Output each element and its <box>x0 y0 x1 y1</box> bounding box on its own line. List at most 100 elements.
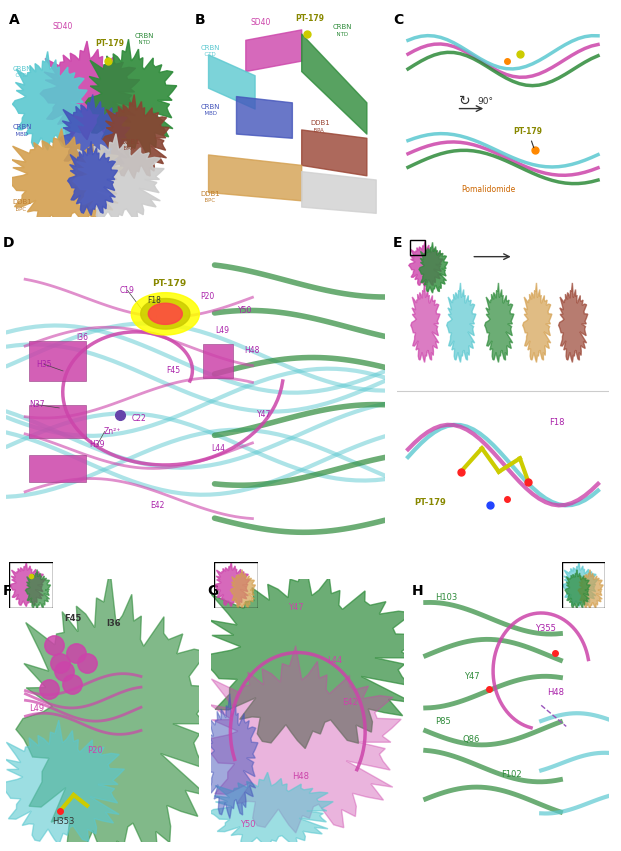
Text: H: H <box>412 584 424 598</box>
Text: CRBN: CRBN <box>12 124 32 130</box>
Text: D: D <box>2 237 14 250</box>
Text: H103: H103 <box>435 593 458 602</box>
Text: I36: I36 <box>76 333 88 342</box>
Text: I36: I36 <box>106 620 121 628</box>
Text: BPA: BPA <box>310 128 324 133</box>
Text: Q86: Q86 <box>462 735 479 745</box>
Text: H35: H35 <box>37 360 52 368</box>
Text: N37: N37 <box>29 400 44 409</box>
Text: ↻: ↻ <box>459 94 470 107</box>
Text: CTD: CTD <box>12 73 27 78</box>
Polygon shape <box>201 562 422 749</box>
Text: Y50: Y50 <box>238 306 252 315</box>
Polygon shape <box>419 243 448 293</box>
Text: NTD: NTD <box>135 40 150 45</box>
Text: CRBN: CRBN <box>201 104 220 110</box>
Polygon shape <box>563 563 597 607</box>
Text: F18: F18 <box>147 296 161 305</box>
Text: H48: H48 <box>547 688 564 697</box>
Text: SD40: SD40 <box>251 18 271 27</box>
Text: F45: F45 <box>64 614 81 623</box>
Text: Y355: Y355 <box>535 625 556 633</box>
Text: Y47: Y47 <box>256 410 271 420</box>
Text: Y47: Y47 <box>465 672 480 681</box>
Text: L44: L44 <box>211 443 225 453</box>
Polygon shape <box>202 646 401 833</box>
Polygon shape <box>485 283 514 363</box>
Text: E42: E42 <box>342 699 358 707</box>
Text: B: B <box>195 13 206 26</box>
Text: NTD: NTD <box>333 31 348 37</box>
FancyBboxPatch shape <box>203 344 233 378</box>
Text: H353: H353 <box>52 817 75 826</box>
Text: DDB1: DDB1 <box>310 120 330 126</box>
Text: C22: C22 <box>132 414 146 422</box>
Polygon shape <box>10 563 45 607</box>
FancyBboxPatch shape <box>29 455 86 482</box>
Text: A: A <box>9 13 20 26</box>
Text: PT-179: PT-179 <box>414 499 446 507</box>
Text: H39: H39 <box>89 441 105 449</box>
Text: Pomalidomide: Pomalidomide <box>461 185 515 194</box>
Text: BPC: BPC <box>201 198 215 203</box>
Text: Zn²⁺: Zn²⁺ <box>104 427 121 436</box>
Polygon shape <box>215 563 250 607</box>
Text: Y47: Y47 <box>288 603 304 613</box>
Text: L44: L44 <box>327 656 342 665</box>
Text: L49: L49 <box>29 704 45 712</box>
Text: E42: E42 <box>150 501 165 510</box>
Polygon shape <box>565 570 590 608</box>
Text: CRBN: CRBN <box>12 66 32 72</box>
Polygon shape <box>141 299 190 329</box>
Text: CRBN: CRBN <box>201 45 220 51</box>
Polygon shape <box>103 94 170 179</box>
Text: C: C <box>393 13 404 26</box>
Text: F18: F18 <box>550 418 565 426</box>
Text: F45: F45 <box>166 367 180 375</box>
Polygon shape <box>446 283 476 363</box>
Polygon shape <box>86 39 177 157</box>
Polygon shape <box>7 129 123 227</box>
Polygon shape <box>40 41 140 140</box>
Bar <box>410 240 425 255</box>
Polygon shape <box>523 283 552 363</box>
Text: L49: L49 <box>215 326 229 335</box>
Text: Y50: Y50 <box>240 820 255 829</box>
Polygon shape <box>578 570 603 608</box>
Polygon shape <box>409 242 443 287</box>
Polygon shape <box>16 569 215 851</box>
Text: 90°: 90° <box>478 97 494 106</box>
Text: MBD: MBD <box>12 132 29 137</box>
Text: F102: F102 <box>501 769 522 779</box>
Text: P20: P20 <box>87 745 102 755</box>
Polygon shape <box>209 772 333 847</box>
Text: CRBN: CRBN <box>333 25 352 31</box>
Text: DDB1: DDB1 <box>201 191 220 197</box>
Text: BPC: BPC <box>12 207 27 212</box>
Text: PT-179: PT-179 <box>296 14 325 23</box>
Polygon shape <box>68 141 117 215</box>
Text: DDB1: DDB1 <box>12 199 32 205</box>
FancyBboxPatch shape <box>29 404 86 438</box>
Polygon shape <box>205 694 258 819</box>
Polygon shape <box>73 134 164 222</box>
Polygon shape <box>12 51 87 150</box>
Polygon shape <box>131 293 199 335</box>
Polygon shape <box>148 303 183 324</box>
Text: E: E <box>393 237 402 250</box>
Text: H48: H48 <box>245 346 260 355</box>
Text: PT-179: PT-179 <box>514 127 543 148</box>
Polygon shape <box>411 283 440 363</box>
Text: CRBN: CRBN <box>135 32 155 38</box>
Text: G: G <box>207 584 219 598</box>
Polygon shape <box>60 94 130 179</box>
Text: P20: P20 <box>200 293 214 301</box>
Text: PT-179: PT-179 <box>95 39 124 48</box>
Text: CTD: CTD <box>201 53 215 58</box>
Polygon shape <box>0 720 124 845</box>
Polygon shape <box>25 570 50 608</box>
Text: H48: H48 <box>292 772 309 781</box>
Text: MBD: MBD <box>201 111 217 116</box>
Text: BPA: BPA <box>120 146 134 151</box>
Text: DDB1: DDB1 <box>120 139 140 145</box>
